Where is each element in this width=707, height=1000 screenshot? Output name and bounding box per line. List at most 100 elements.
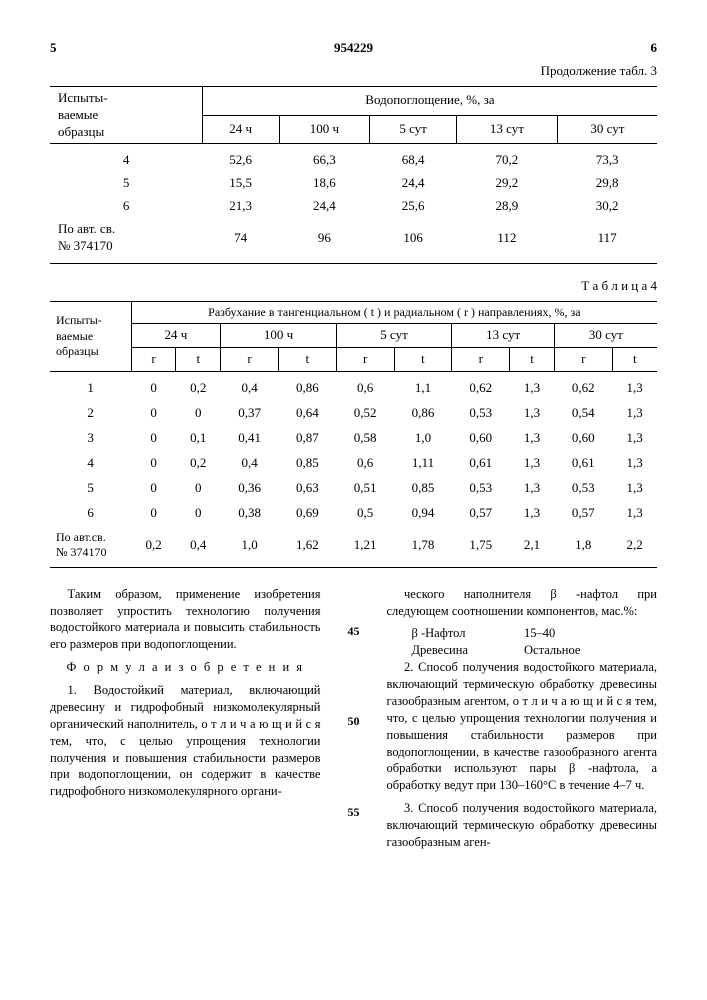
t4-cell: 2,2 — [612, 526, 657, 568]
t4-cell: 0,54 — [554, 401, 612, 426]
t4-cell: 2,1 — [510, 526, 555, 568]
t4-cell: 0 — [131, 401, 176, 426]
t4-cell: 1,3 — [510, 426, 555, 451]
t4-cell: 0,63 — [278, 476, 336, 501]
t3-cell: 18,6 — [279, 172, 370, 195]
t4-rt-header: r — [131, 348, 176, 372]
t4-cell: 1,0 — [221, 526, 279, 568]
t4-cell: 0,62 — [452, 372, 510, 401]
t4-cell: 1,0 — [394, 426, 452, 451]
t3-cell: 29,8 — [557, 172, 657, 195]
t4-cell: 0,69 — [278, 501, 336, 526]
t3-cell: 68,4 — [370, 144, 457, 172]
t3-cell: 74 — [202, 218, 279, 263]
t4-cell: 0,53 — [554, 476, 612, 501]
claim-1: 1. Водостойкий материал, включающий древ… — [50, 682, 321, 800]
t4-top-header: Разбухание в тангенциальном ( t ) и ради… — [131, 301, 657, 324]
t4-sample-label: 3 — [50, 426, 131, 451]
t3-sample-label: 6 — [50, 195, 202, 218]
t4-period-header: 24 ч — [131, 324, 220, 348]
t3-sample-label: 4 — [50, 144, 202, 172]
t4-cell: 1,3 — [612, 501, 657, 526]
t3-period-header: 24 ч — [202, 115, 279, 144]
t3-cell: 96 — [279, 218, 370, 263]
t4-cell: 1,8 — [554, 526, 612, 568]
t4-cell: 1,3 — [510, 451, 555, 476]
t4-sample-label: 2 — [50, 401, 131, 426]
t3-cell: 28,9 — [457, 195, 558, 218]
t4-rt-header: r — [452, 348, 510, 372]
t4-rt-header: r — [221, 348, 279, 372]
table4: Испыты- ваемые образцы Разбухание в танг… — [50, 301, 657, 568]
t4-cell: 0,2 — [176, 372, 221, 401]
t3-period-header: 30 сут — [557, 115, 657, 144]
t3-period-header: 100 ч — [279, 115, 370, 144]
t3-cell: 30,2 — [557, 195, 657, 218]
page-header: 5 954229 6 — [50, 40, 657, 57]
t4-sample-label: 1 — [50, 372, 131, 401]
t4-cell: 0,6 — [336, 372, 394, 401]
t4-cell: 0,41 — [221, 426, 279, 451]
t4-samples-header: Испыты- ваемые образцы — [50, 301, 131, 371]
t4-cell: 0 — [131, 426, 176, 451]
t4-cell: 1,3 — [612, 401, 657, 426]
t4-cell: 0 — [176, 476, 221, 501]
t4-cell: 0,60 — [452, 426, 510, 451]
patent-number: 954229 — [57, 40, 651, 57]
t4-sample-label: 6 — [50, 501, 131, 526]
t3-cell: 66,3 — [279, 144, 370, 172]
composition-table: β -Нафтол15–40 ДревесинаОстальное — [412, 625, 658, 659]
t4-cell: 0 — [176, 401, 221, 426]
t4-cell: 0,4 — [221, 451, 279, 476]
t4-cell: 0 — [131, 372, 176, 401]
t4-cell: 0,4 — [176, 526, 221, 568]
t3-cell: 24,4 — [279, 195, 370, 218]
t4-cell: 0,57 — [452, 501, 510, 526]
claim-3: 3. Способ получения водостойкого материа… — [387, 800, 658, 851]
t3-top-header: Водопоглощение, %, за — [202, 86, 657, 115]
t4-cell: 0,51 — [336, 476, 394, 501]
t3-period-header: 5 сут — [370, 115, 457, 144]
t4-period-header: 30 сут — [554, 324, 657, 348]
t3-cell: 21,3 — [202, 195, 279, 218]
t4-cell: 0 — [131, 501, 176, 526]
t4-cell: 0,64 — [278, 401, 336, 426]
t4-cell: 0,4 — [221, 372, 279, 401]
t4-cell: 1,3 — [510, 372, 555, 401]
left-column: Таким образом, применение изобретения по… — [50, 586, 321, 857]
body-text: Таким образом, применение изобретения по… — [50, 586, 657, 857]
t4-rt-header: r — [554, 348, 612, 372]
t4-cell: 0,62 — [554, 372, 612, 401]
claim-2: 2. Способ получения водостойкого материа… — [387, 659, 658, 794]
t3-cell: 24,4 — [370, 172, 457, 195]
t4-cell: 0,2 — [131, 526, 176, 568]
t4-cell: 1,75 — [452, 526, 510, 568]
t4-cell: 0,60 — [554, 426, 612, 451]
t4-cell: 0,87 — [278, 426, 336, 451]
t4-cell: 0,37 — [221, 401, 279, 426]
t4-cell: 0,53 — [452, 401, 510, 426]
t3-cell: 70,2 — [457, 144, 558, 172]
t4-cell: 1,1 — [394, 372, 452, 401]
t4-cell: 0,86 — [278, 372, 336, 401]
t3-cell: 112 — [457, 218, 558, 263]
t4-cell: 0,6 — [336, 451, 394, 476]
t4-rt-header: t — [394, 348, 452, 372]
t3-ref-label: По авт. св. № 374170 — [50, 218, 202, 263]
paragraph-intro: Таким образом, применение изобретения по… — [50, 586, 321, 654]
t4-cell: 1,62 — [278, 526, 336, 568]
t4-cell: 1,21 — [336, 526, 394, 568]
t4-cell: 1,3 — [612, 372, 657, 401]
t4-cell: 0,52 — [336, 401, 394, 426]
t4-cell: 0,58 — [336, 426, 394, 451]
t4-rt-header: r — [336, 348, 394, 372]
t4-cell: 1,3 — [510, 501, 555, 526]
table3: Испыты- ваемые образцы Водопоглощение, %… — [50, 86, 657, 264]
t4-cell: 1,3 — [612, 426, 657, 451]
t3-cell: 117 — [557, 218, 657, 263]
t4-cell: 0 — [131, 451, 176, 476]
line-numbers: 45 50 55 — [345, 586, 363, 857]
t4-cell: 0,38 — [221, 501, 279, 526]
t4-cell: 1,11 — [394, 451, 452, 476]
t4-cell: 0,61 — [554, 451, 612, 476]
